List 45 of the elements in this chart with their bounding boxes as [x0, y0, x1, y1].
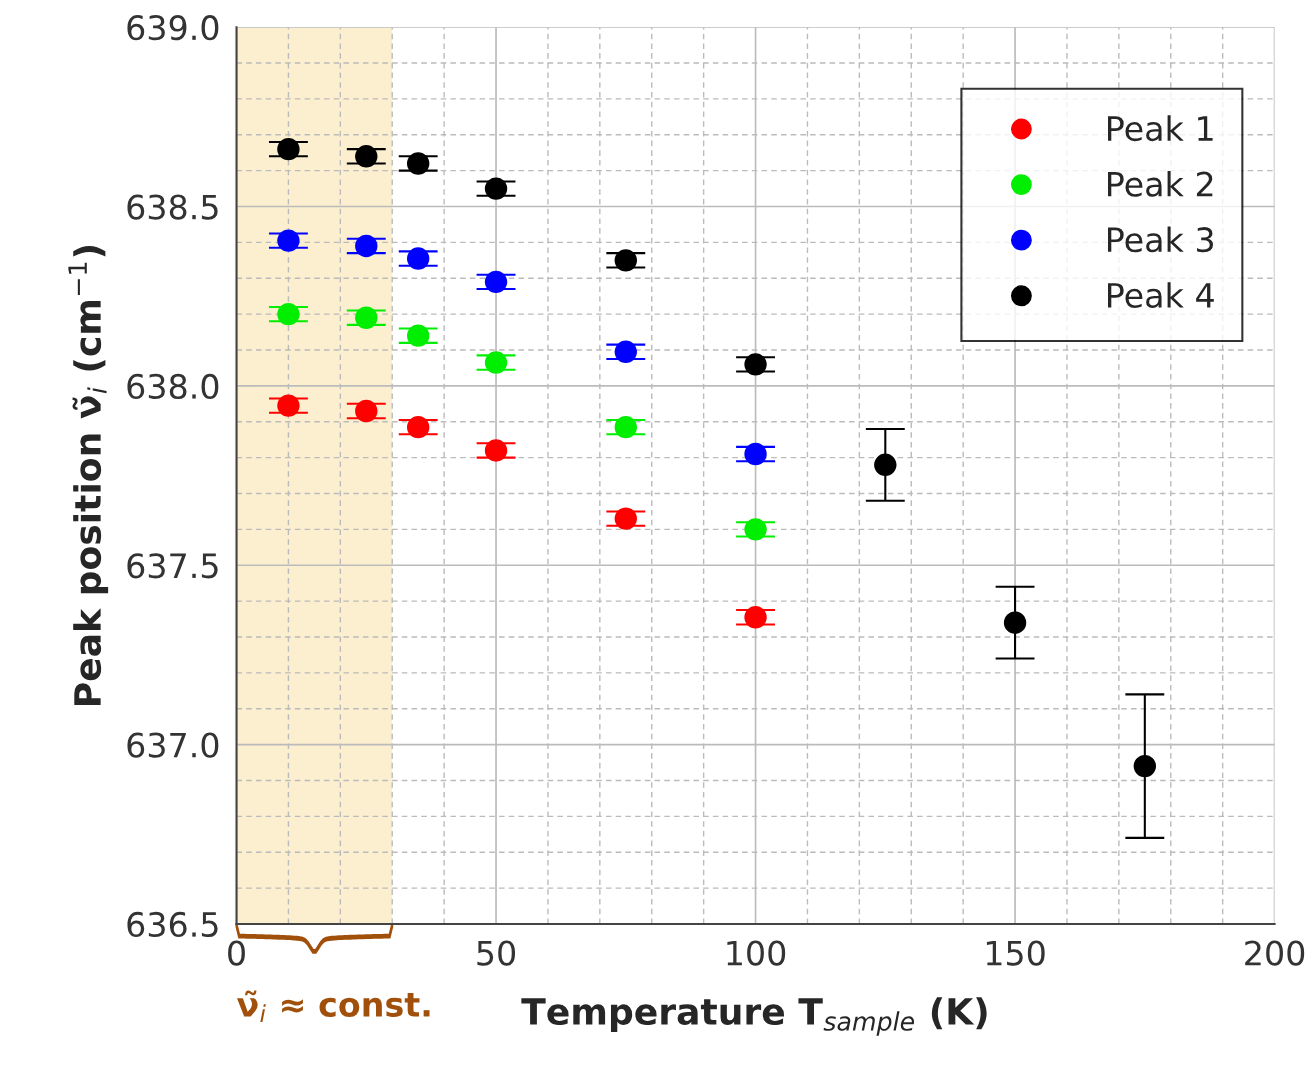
- y-axis-title: Peak position ν̃$_{i}$ (cm$^{−1}$): [68, 246, 109, 705]
- point: [406, 152, 430, 175]
- point: [355, 234, 378, 258]
- y-tick-label: 637.0: [127, 732, 219, 758]
- point: [355, 145, 378, 168]
- y-tick-label: 638.0: [127, 373, 219, 400]
- y-tick-label: 639.0: [127, 15, 219, 41]
- point: [484, 177, 508, 200]
- point: [614, 507, 637, 530]
- legend-label: Peak 1: [1108, 115, 1213, 142]
- point: [744, 442, 767, 466]
- point: [614, 249, 637, 272]
- point: [614, 415, 637, 439]
- y-tick-label: 638.5: [127, 194, 218, 220]
- x-tick-label: 0: [228, 940, 245, 966]
- point: [744, 606, 767, 629]
- point: [1003, 611, 1027, 634]
- legend-label: Peak 2: [1108, 170, 1213, 197]
- point: [277, 302, 300, 326]
- point: [484, 439, 508, 462]
- point: [406, 415, 430, 439]
- band-label: ν̃$_{i}$ ≈ const.: [237, 990, 430, 1022]
- x-tick-label: 50: [477, 940, 516, 966]
- point: [484, 270, 508, 294]
- x-axis-title: Temperature T$_{sample}$ (K): [521, 997, 987, 1036]
- point: [614, 340, 637, 363]
- point: [406, 247, 430, 270]
- point: [277, 394, 300, 417]
- x-tick-label: 150: [986, 940, 1045, 966]
- point: [355, 306, 378, 329]
- legend-label: Peak 4: [1108, 282, 1214, 308]
- x-tick-label: 200: [1245, 940, 1305, 966]
- point: [355, 399, 378, 423]
- y-tick-label: 636.5: [127, 911, 218, 938]
- point: [484, 351, 508, 374]
- point: [277, 229, 300, 252]
- point: [406, 324, 430, 347]
- point: [874, 453, 897, 476]
- y-tick-label: 637.5: [127, 553, 218, 579]
- x-tick-label: 100: [727, 940, 786, 966]
- point: [744, 518, 767, 541]
- point: [1133, 754, 1157, 778]
- point: [744, 353, 767, 376]
- point: [277, 137, 300, 161]
- legend-label: Peak 3: [1108, 226, 1214, 253]
